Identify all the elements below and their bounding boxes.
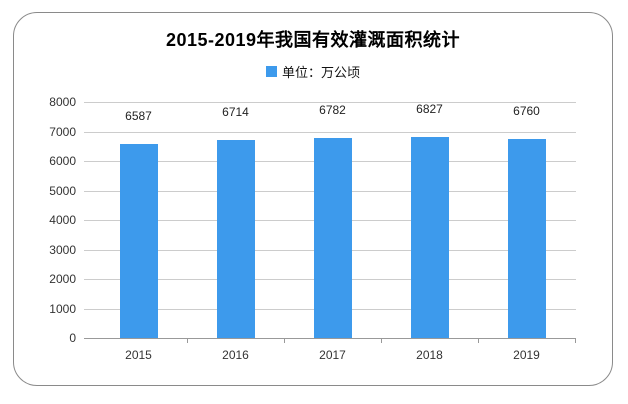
x-axis-tick-label: 2019 (513, 348, 540, 362)
legend-label: 单位：万公顷 (281, 65, 360, 80)
bar (216, 139, 255, 338)
y-axis-tick-label: 5000 (49, 183, 76, 198)
y-axis-tick-label: 2000 (49, 272, 76, 286)
bar (313, 137, 352, 338)
gridline (84, 102, 576, 103)
legend: 单位：万公顷 (13, 62, 613, 81)
chart-title: 2015-2019年我国有效灌溉面积统计 (165, 30, 461, 50)
bar (507, 138, 546, 338)
x-axis-tick (575, 338, 576, 343)
bar (119, 143, 158, 338)
bar-value-label: 6827 (416, 101, 443, 116)
bar-value-label: 6587 (125, 108, 152, 123)
y-axis-tick-label: 1000 (49, 301, 76, 316)
x-axis-line (84, 338, 576, 339)
x-axis-tick (284, 338, 285, 343)
x-axis-tick (187, 338, 188, 343)
y-axis-tick-label: 7000 (49, 124, 76, 139)
bar-value-label: 6714 (222, 104, 249, 119)
x-axis-tick-label: 2016 (222, 348, 249, 362)
x-axis-tick-label: 2018 (416, 348, 443, 362)
x-axis-tick (381, 338, 382, 343)
bar-value-label: 6782 (319, 102, 346, 117)
x-axis-tick-label: 2017 (319, 348, 346, 362)
bar (410, 136, 449, 338)
y-axis-tick-label: 3000 (49, 242, 76, 257)
y-axis-tick-label: 8000 (49, 95, 76, 109)
y-axis-tick-label: 0 (69, 331, 76, 345)
y-axis-tick-label: 6000 (49, 154, 76, 168)
bar-value-label: 6760 (513, 103, 540, 118)
x-axis-tick-label: 2015 (125, 348, 152, 362)
x-axis-tick (478, 338, 479, 343)
y-axis-tick-label: 4000 (49, 213, 76, 227)
legend-swatch-icon (265, 66, 277, 77)
gridline (84, 131, 576, 133)
